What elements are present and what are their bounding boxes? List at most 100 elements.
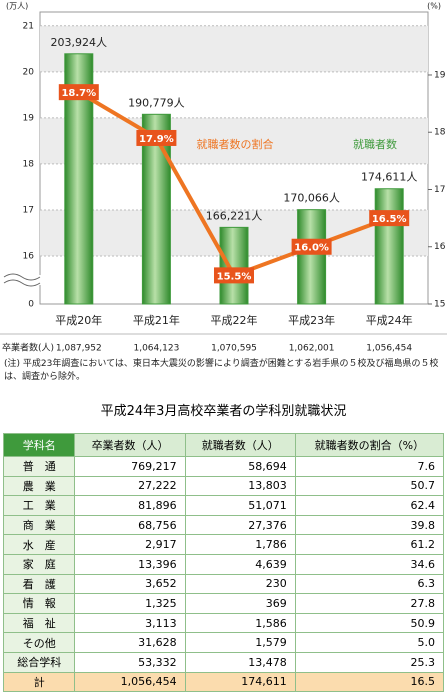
series-name: 就職者数 (353, 137, 397, 151)
label-box (58, 84, 99, 101)
bar-label: 190,779人 (128, 96, 185, 109)
row-value: 1,062,001 (289, 344, 335, 354)
y-tick-label: 16 (23, 252, 35, 262)
table-cell: 50.9 (294, 612, 445, 634)
note: (注) 平成23年調査においては、東日本大震災の影響により調査が困難とする岩手県… (4, 359, 439, 382)
table-cell: 31,628 (74, 632, 186, 653)
header-row: 学科名 卒業者数（人） 就職者数（人） 就職者数の割合（%） (2, 433, 445, 457)
table-cell: 商 業 (2, 514, 76, 536)
column-header: 就職者数（人） (184, 433, 296, 457)
y2-axis-label: (%) (427, 2, 441, 11)
table-cell: 68,756 (74, 514, 186, 536)
table-cell: 58,694 (184, 456, 296, 477)
table-cell: 4,639 (184, 553, 296, 575)
table-cell: 51,071 (184, 495, 296, 516)
y-tick-label: 18 (23, 159, 35, 169)
table-cell: 230 (184, 573, 296, 595)
bar-label: 174,611人 (361, 171, 418, 184)
bar (374, 188, 404, 305)
table-cell: 50.7 (294, 475, 445, 497)
y2-tick-label: 15 (434, 300, 445, 310)
row-value: 1,064,123 (133, 344, 179, 354)
y-tick-label: 17 (23, 205, 34, 215)
table-cell: 計 (2, 671, 76, 693)
table-cell: 普 通 (2, 456, 76, 477)
y2-tick-label: 16 (434, 242, 446, 252)
table-row: 農 業 27,222 13,803 50.7 (2, 475, 445, 497)
table-row: 商 業 68,756 27,376 39.8 (2, 514, 445, 536)
label-box (369, 210, 410, 227)
bar (219, 226, 249, 305)
table-cell: 13,478 (184, 651, 296, 673)
table-cell: 13,803 (184, 475, 296, 497)
table-row: 家 庭 13,396 4,639 34.6 (2, 553, 445, 575)
table-cell: 3,652 (74, 573, 186, 595)
column-header: 就職者数の割合（%） (294, 433, 445, 457)
band (40, 117, 428, 164)
axis-break (2, 275, 42, 285)
bar (297, 209, 327, 305)
table-cell: 福 祉 (2, 612, 76, 634)
table-cell: 16.5 (294, 671, 445, 693)
x-tick-label: 平成23年 (288, 313, 335, 327)
table-cell: 5.0 (294, 632, 445, 653)
table-cell: 39.8 (294, 514, 445, 536)
label-box (291, 238, 332, 255)
table-cell: 1,579 (184, 632, 296, 653)
table-cell: 看 護 (2, 573, 76, 595)
table-cell: 62.4 (294, 495, 445, 516)
table-cell: 工 業 (2, 495, 76, 516)
band (40, 25, 428, 72)
y-axis-label: (万人) (6, 2, 28, 11)
table-cell: 家 庭 (2, 553, 76, 575)
table-cell: 25.3 (294, 651, 445, 673)
table-row: 看 護 3,652 230 6.3 (2, 573, 445, 595)
y-tick-label: 0 (28, 300, 34, 310)
y-tick-label: 19 (23, 113, 35, 123)
x-tick-label: 平成21年 (133, 313, 180, 327)
bar-label: 203,924人 (51, 36, 108, 49)
x-tick-label: 平成22年 (211, 313, 258, 327)
x-tick-label: 平成20年 (55, 313, 102, 327)
table-row: その他 31,628 1,579 5.0 (2, 632, 445, 653)
table-row: 総合学科 53,332 13,478 25.3 (2, 651, 445, 673)
table-cell: 81,896 (74, 495, 186, 516)
table-cell: 53,332 (74, 651, 186, 673)
line-label: 16.5% (372, 214, 407, 225)
plot: 0 16 17 18 19 20 21 15 16 17 18 19 平成20年 1,087,952 平成2… (0, 11, 447, 354)
column-header: 学科名 (2, 433, 76, 457)
axis-break-line (3, 279, 41, 287)
table-cell: 水 産 (2, 534, 76, 555)
table-row: 情 報 1,325 369 27.8 (2, 593, 445, 614)
table-row: 福 祉 3,113 1,586 50.9 (2, 612, 445, 634)
table-cell: 1,325 (74, 593, 186, 614)
x-tick-label: 平成24年 (366, 313, 413, 327)
line-label: 16.0% (294, 243, 329, 254)
table-cell: 1,056,454 (74, 671, 186, 693)
table-cell: 情 報 (2, 593, 76, 614)
y2-tick-label: 19 (434, 70, 446, 80)
table-cell: 369 (184, 593, 296, 614)
table-cell: 1,786 (184, 534, 296, 555)
table-cell: 2,917 (74, 534, 186, 555)
table-cell: 34.6 (294, 553, 445, 575)
line-label: 15.5% (217, 271, 252, 282)
table-cell: 13,396 (74, 553, 186, 575)
table-cell: 769,217 (74, 456, 186, 477)
bar-label: 166,221人 (206, 209, 263, 222)
row-value: 1,070,595 (211, 344, 257, 354)
table-cell: 27,222 (74, 475, 186, 497)
table-row: 水 産 2,917 1,786 61.2 (2, 534, 445, 555)
table-cell: 174,611 (184, 671, 296, 693)
axis-break-line (3, 273, 41, 281)
chart: (万人) (%) 0 16 17 18 19 20 21 15 16 17 18 19 平成20年 1,0… (0, 2, 447, 354)
column-header: 卒業者数（人） (74, 433, 186, 457)
y-tick-label: 20 (23, 67, 35, 77)
table-cell: 27.8 (294, 593, 445, 614)
table-cell: 7.6 (294, 456, 445, 477)
row-value: 1,087,952 (56, 344, 102, 354)
line-label: 18.7% (61, 88, 96, 99)
y-tick-label: 21 (23, 21, 34, 31)
label-box (136, 129, 177, 146)
